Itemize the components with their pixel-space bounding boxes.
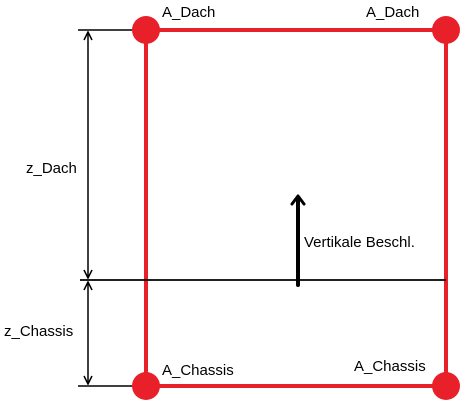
roof-right-node: [432, 16, 460, 44]
roof-left-node: [132, 16, 160, 44]
roof-left-label: A_Dach: [162, 4, 216, 21]
vertical-acceleration-label: Vertikale Beschl.: [304, 234, 415, 251]
z-roof-label: z_Dach: [26, 160, 77, 177]
chassis-left-node: [132, 372, 160, 400]
vehicle-frame: [144, 28, 448, 388]
chassis-left-label: A_Chassis: [162, 362, 234, 379]
nodes: [132, 16, 460, 400]
z-chassis-label: z_Chassis: [4, 323, 74, 340]
chassis-right-label: A_Chassis: [354, 358, 426, 375]
roof-right-label: A_Dach: [366, 4, 420, 21]
chassis-right-node: [432, 372, 460, 400]
